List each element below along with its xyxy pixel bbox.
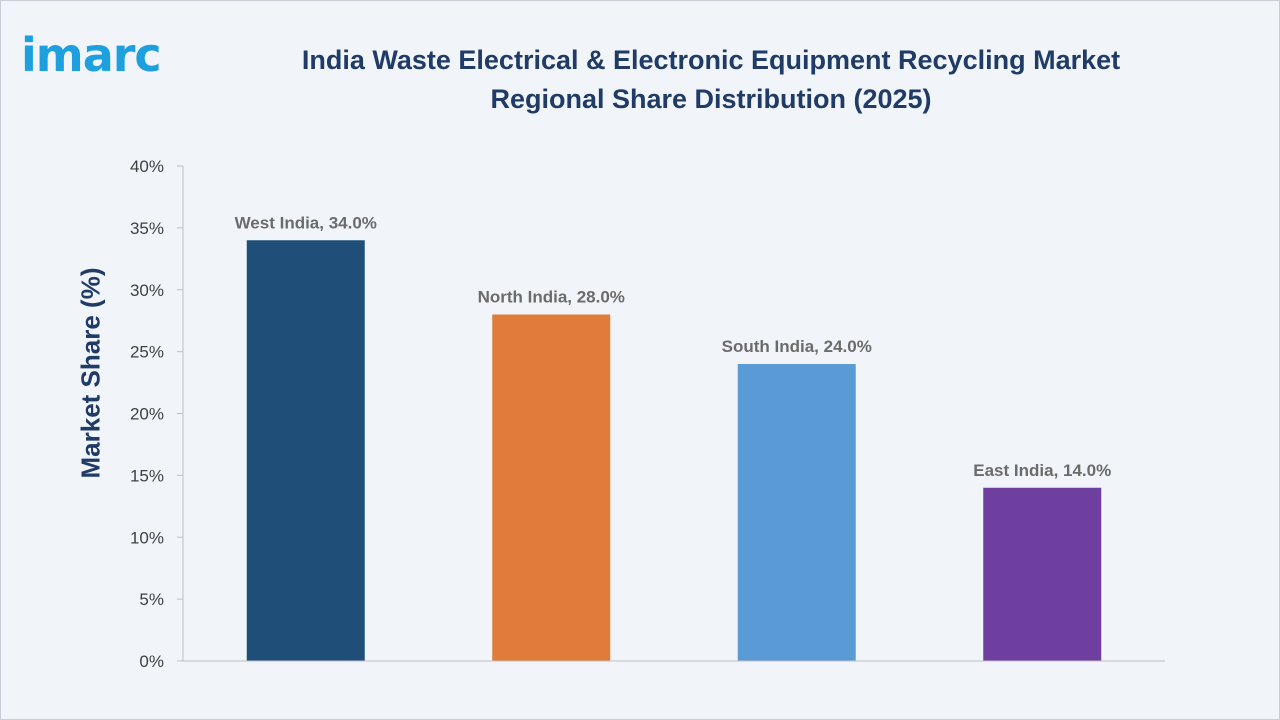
chart-title-line-2: Regional Share Distribution (2025) — [490, 84, 932, 114]
bar-east-india — [983, 487, 1102, 661]
bars — [246, 240, 1102, 661]
chart-title-line-1: India Waste Electrical & Electronic Equi… — [301, 45, 1121, 75]
data-label-west-india: West India, 34.0% — [235, 213, 377, 232]
bar-south-india — [737, 364, 856, 661]
y-tick-label: 20% — [130, 405, 164, 424]
y-tick-label: 25% — [130, 343, 164, 362]
data-labels: West India, 34.0% North India, 28.0% South… — [235, 213, 1112, 480]
data-label-east-india: East India, 14.0% — [973, 461, 1111, 480]
chart-title: India Waste Electrical & Electronic Equi… — [241, 41, 1181, 119]
y-tick-label: 15% — [130, 466, 164, 485]
data-label-north-india: North India, 28.0% — [478, 288, 625, 307]
y-tick-label: 30% — [130, 281, 164, 300]
bar-west-india — [246, 240, 365, 661]
data-label-south-india: South India, 24.0% — [722, 337, 872, 356]
y-axis: 0% 5% 10% 15% 20% 25% 30% 35% 40% — [130, 157, 184, 671]
y-tick-label: 40% — [130, 157, 164, 176]
y-tick-label: 35% — [130, 219, 164, 238]
y-tick-label: 0% — [139, 652, 164, 671]
y-tick-label: 5% — [139, 590, 164, 609]
logo-text: imarc — [21, 28, 162, 82]
bar-north-india — [492, 314, 611, 661]
imarc-logo: imarc — [21, 29, 203, 81]
y-tick-label: 10% — [130, 528, 164, 547]
